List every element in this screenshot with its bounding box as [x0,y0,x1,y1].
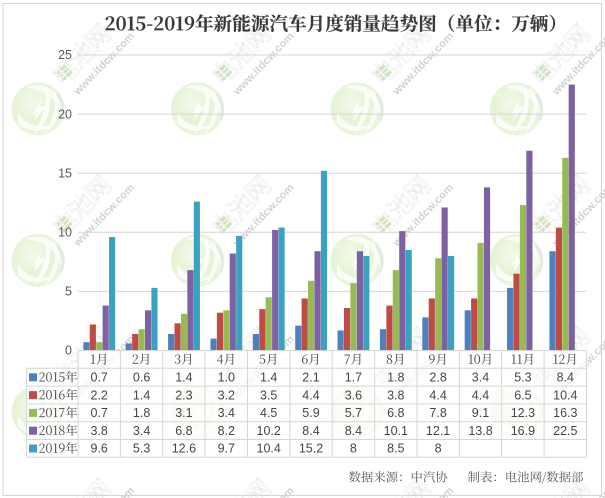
svg-text:4.4: 4.4 [302,388,319,402]
svg-text:www.itdcw.com: www.itdcw.com [71,182,137,250]
svg-text:15.2: 15.2 [299,442,323,456]
svg-text:4.4: 4.4 [472,388,489,402]
svg-text:8.5: 8.5 [387,442,404,456]
svg-text:15: 15 [58,166,72,180]
svg-text:10: 10 [58,226,72,240]
svg-text:5: 5 [65,285,72,299]
svg-text:8.4: 8.4 [345,424,362,438]
svg-text:3.4: 3.4 [472,371,489,385]
svg-text:3.8: 3.8 [91,424,108,438]
svg-text:6.5: 6.5 [514,388,531,402]
svg-text:5.9: 5.9 [302,406,319,420]
svg-text:3.2: 3.2 [218,388,235,402]
svg-text:6.8: 6.8 [175,424,192,438]
svg-text:0.7: 0.7 [91,406,108,420]
svg-text:5.7: 5.7 [345,406,362,420]
svg-text:8.2: 8.2 [218,424,235,438]
svg-text:7.8: 7.8 [429,406,446,420]
svg-text:13.8: 13.8 [468,424,492,438]
svg-text:16.9: 16.9 [511,424,535,438]
svg-text:3.4: 3.4 [133,424,150,438]
svg-text:2.3: 2.3 [175,388,192,402]
svg-text:2.1: 2.1 [302,371,319,385]
svg-text:10.2: 10.2 [257,424,281,438]
svg-text:12.1: 12.1 [426,424,450,438]
svg-text:8: 8 [350,442,357,456]
svg-text:12.3: 12.3 [511,406,535,420]
svg-text:5.3: 5.3 [133,442,150,456]
svg-text:5.3: 5.3 [514,371,531,385]
svg-text:2.2: 2.2 [91,388,108,402]
svg-text:1.8: 1.8 [387,371,404,385]
svg-text:0: 0 [65,344,72,358]
svg-text:10.4: 10.4 [257,442,281,456]
svg-text:6.8: 6.8 [387,406,404,420]
svg-text:8.4: 8.4 [557,371,574,385]
svg-text:1.4: 1.4 [260,371,277,385]
svg-text:www.itdcw.com: www.itdcw.com [549,30,605,98]
svg-text:1.7: 1.7 [345,371,362,385]
svg-text:www.itdcw.com: www.itdcw.com [71,30,137,98]
svg-text:8: 8 [435,442,442,456]
svg-text:3.4: 3.4 [218,406,235,420]
svg-text:16.3: 16.3 [553,406,577,420]
svg-text:www.itdcw.com: www.itdcw.com [230,30,296,98]
svg-text:12.6: 12.6 [172,442,196,456]
svg-text:0.6: 0.6 [133,371,150,385]
svg-text:22.5: 22.5 [553,424,577,438]
svg-text:10.4: 10.4 [553,388,577,402]
svg-text:10.1: 10.1 [384,424,408,438]
svg-text:9.1: 9.1 [472,406,489,420]
svg-text:3.5: 3.5 [260,388,277,402]
svg-text:9.6: 9.6 [91,442,108,456]
svg-text:3.8: 3.8 [387,388,404,402]
svg-text:4.5: 4.5 [260,406,277,420]
svg-text:2.8: 2.8 [429,371,446,385]
svg-text:1.4: 1.4 [133,388,150,402]
svg-text:9.7: 9.7 [218,442,235,456]
svg-text:8.4: 8.4 [302,424,319,438]
svg-text:3.1: 3.1 [175,406,192,420]
svg-text:1.8: 1.8 [133,406,150,420]
svg-text:1.0: 1.0 [218,371,235,385]
svg-text:25: 25 [58,48,72,62]
svg-text:0.7: 0.7 [91,371,108,385]
svg-text:4.4: 4.4 [429,388,446,402]
svg-text:www.itdcw.com: www.itdcw.com [390,30,456,98]
svg-text:1.4: 1.4 [175,371,192,385]
svg-text:20: 20 [58,107,72,121]
svg-text:3.6: 3.6 [345,388,362,402]
